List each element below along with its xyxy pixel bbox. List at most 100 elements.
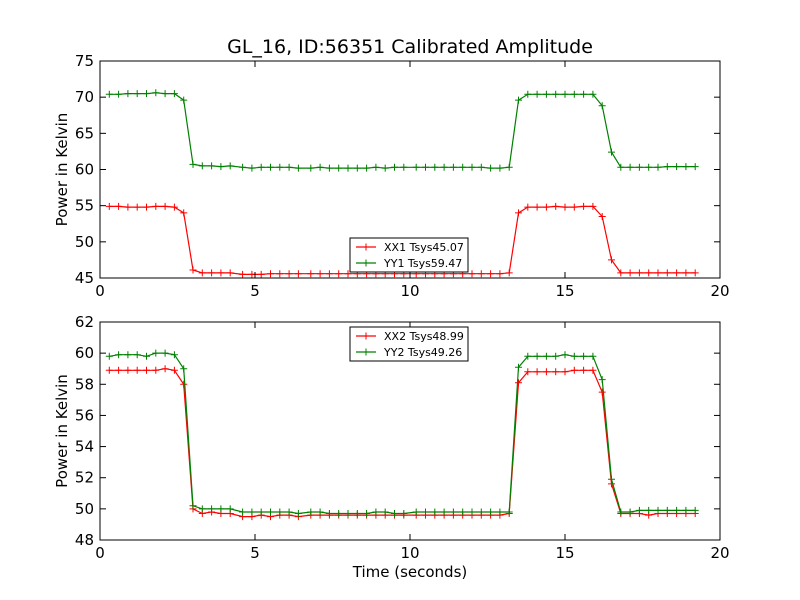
x-tick-label: 5 — [250, 282, 260, 300]
data-point — [143, 90, 150, 98]
data-point — [570, 366, 578, 374]
data-point — [533, 203, 541, 211]
data-point — [608, 256, 615, 264]
data-point — [400, 163, 408, 171]
data-point — [459, 508, 467, 516]
data-point — [570, 90, 578, 98]
data-point — [285, 270, 293, 278]
data-point — [608, 148, 615, 156]
data-point — [152, 202, 160, 210]
data-point — [552, 90, 560, 98]
data-point — [682, 163, 690, 171]
data-point — [248, 508, 256, 516]
chart-title: GL_16, ID:56351 Calibrated Amplitude — [227, 36, 593, 58]
data-point — [381, 164, 389, 172]
data-point — [468, 270, 476, 278]
data-point — [496, 164, 504, 172]
data-point — [133, 351, 141, 359]
data-point — [248, 164, 256, 172]
data-point — [198, 269, 206, 277]
y-tick-label: 48 — [75, 531, 94, 549]
data-point — [124, 366, 132, 374]
data-point — [124, 90, 132, 98]
data-point — [617, 163, 625, 171]
data-point — [431, 163, 439, 171]
data-point — [524, 368, 532, 376]
data-point — [267, 508, 274, 516]
data-point — [344, 164, 352, 172]
data-point — [598, 102, 606, 110]
data-point — [412, 508, 420, 516]
data-point — [363, 164, 371, 172]
data-point — [226, 269, 234, 277]
data-point — [325, 270, 333, 278]
data-point — [294, 270, 302, 278]
legend-label: YY2 Tsys49.26 — [383, 346, 462, 359]
data-point — [663, 163, 671, 171]
legend-box — [349, 326, 469, 362]
legend-box — [349, 237, 469, 273]
data-point — [105, 366, 113, 374]
data-point — [645, 163, 653, 171]
data-point — [626, 508, 634, 516]
data-point — [570, 352, 578, 360]
data-point — [294, 510, 302, 517]
data-point — [691, 163, 699, 171]
data-point — [257, 270, 265, 278]
data-point — [626, 269, 634, 277]
data-point — [115, 90, 123, 98]
y-tick-label: 54 — [75, 438, 94, 456]
data-point — [645, 506, 653, 514]
y-axis-label: Power in Kelvin — [53, 113, 71, 227]
data-point — [635, 163, 643, 171]
data-point — [267, 270, 274, 278]
data-point — [542, 352, 550, 360]
data-point — [515, 209, 522, 217]
data-point — [307, 164, 315, 172]
data-point — [105, 90, 113, 98]
y-tick-label: 50 — [75, 233, 94, 251]
data-point — [124, 203, 132, 211]
data-point — [189, 266, 197, 274]
data-point — [449, 163, 457, 171]
data-point — [344, 270, 352, 278]
data-point — [691, 269, 699, 277]
data-point — [316, 270, 324, 278]
y-axis-label: Power in Kelvin — [53, 374, 71, 488]
data-point — [663, 269, 671, 277]
data-point — [180, 96, 188, 104]
data-point — [391, 163, 398, 171]
data-point — [617, 508, 625, 516]
data-point — [152, 89, 160, 97]
data-point — [152, 366, 160, 374]
data-point — [673, 163, 681, 171]
data-point — [124, 351, 132, 359]
data-point — [307, 508, 315, 516]
x-tick-label: 15 — [555, 282, 574, 300]
data-point — [133, 203, 141, 211]
data-point — [226, 505, 234, 513]
data-point — [542, 203, 550, 211]
y-tick-label: 60 — [75, 161, 94, 179]
data-point — [561, 368, 569, 376]
data-point — [180, 209, 188, 217]
data-point — [635, 506, 643, 514]
data-point — [217, 269, 225, 277]
data-point — [316, 163, 324, 171]
data-point — [143, 352, 150, 360]
data-point — [589, 352, 597, 360]
data-point — [344, 510, 352, 517]
data-point — [143, 366, 150, 374]
data-point — [400, 510, 408, 517]
data-point — [161, 349, 169, 357]
data-point — [673, 506, 681, 514]
y-tick-label: 58 — [75, 375, 94, 393]
data-point — [307, 270, 315, 278]
data-point — [431, 508, 439, 516]
y-tick-label: 50 — [75, 500, 94, 518]
data-point — [496, 508, 504, 516]
data-point — [198, 505, 206, 513]
data-point — [524, 203, 532, 211]
data-point — [552, 202, 560, 210]
y-tick-label: 56 — [75, 406, 94, 424]
